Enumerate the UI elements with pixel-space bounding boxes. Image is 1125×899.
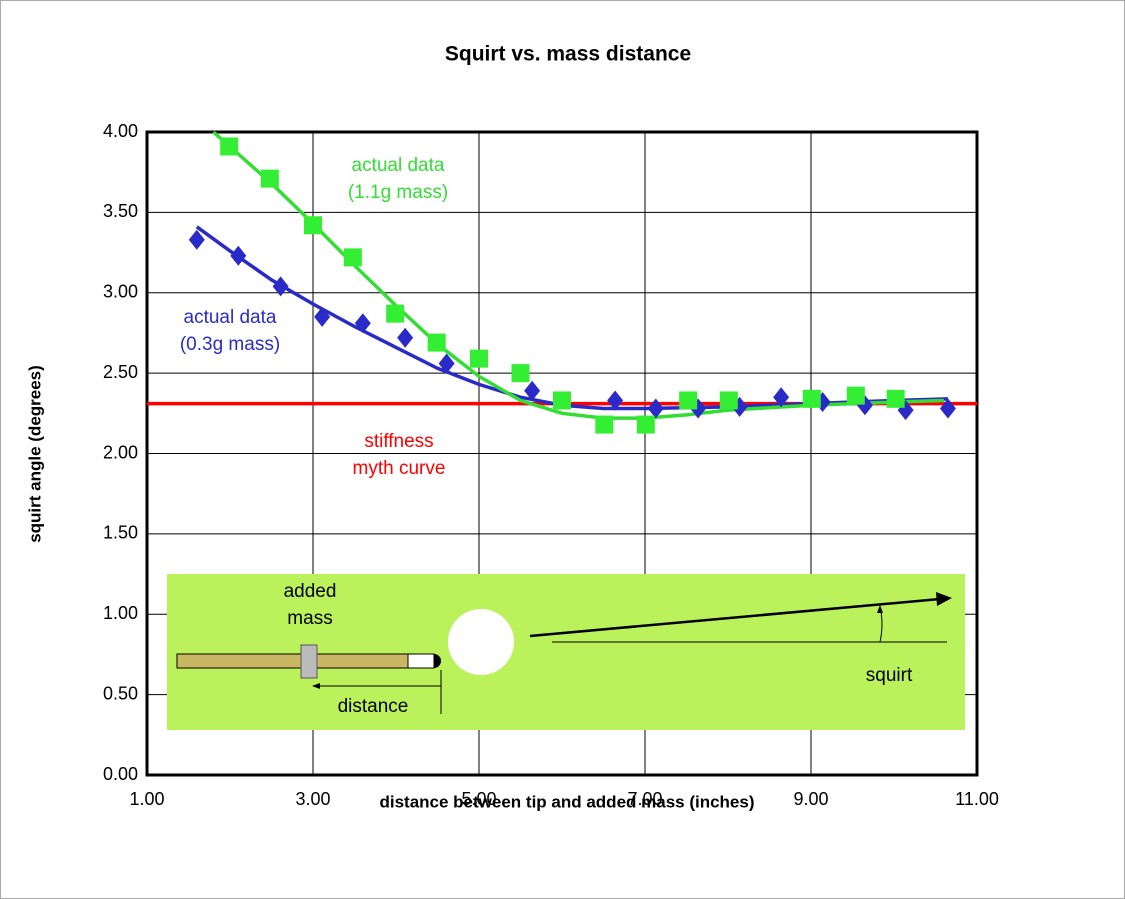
- angle-arrow: [877, 605, 883, 613]
- x-tick-label: 1.00: [129, 789, 164, 809]
- data-point: [553, 391, 571, 410]
- plot-border: [145, 130, 979, 777]
- inset-label: squirt: [866, 665, 913, 686]
- data-point: [260, 169, 279, 188]
- data-point: [304, 216, 322, 235]
- data-point: [386, 304, 405, 323]
- data-point: [846, 386, 865, 405]
- data-point: [802, 389, 821, 408]
- data-point: [679, 391, 698, 410]
- chart-title: Squirt vs. mass distance: [445, 43, 691, 66]
- data-point: [595, 415, 614, 434]
- data-point: [636, 415, 655, 434]
- data-point: [511, 364, 530, 383]
- cue-ball: [448, 609, 514, 675]
- data-point: [354, 313, 371, 334]
- cue-tip: [407, 653, 435, 669]
- y-tick-label: 3.50: [103, 201, 138, 221]
- data-point: [230, 245, 247, 266]
- annotation: actual data: [352, 155, 445, 176]
- y-tick-label: 2.50: [103, 362, 138, 382]
- data-point: [314, 306, 331, 327]
- data-point: [397, 327, 414, 348]
- data-point: [438, 353, 455, 374]
- annotation: actual data: [184, 307, 277, 328]
- y-tick-label: 0.00: [103, 764, 138, 784]
- data-point: [220, 137, 239, 156]
- arrow-head: [936, 592, 952, 606]
- data-point: [607, 390, 624, 411]
- x-tick-label: 7.00: [627, 789, 662, 809]
- inset-label: added: [284, 581, 337, 602]
- cue-end: [434, 654, 441, 668]
- x-tick-label: 9.00: [793, 789, 828, 809]
- x-tick-label: 3.00: [295, 789, 330, 809]
- data-point: [939, 398, 956, 419]
- ball-path: [529, 597, 941, 638]
- y-tick-label: 2.00: [103, 442, 138, 462]
- inset-diagram: added mass distance squirt: [167, 574, 965, 730]
- inset-label: distance: [338, 696, 409, 717]
- trend-line: [212, 130, 944, 420]
- inset-background: [167, 574, 965, 730]
- annotation: myth curve: [353, 458, 446, 479]
- y-tick-label: 3.00: [103, 282, 138, 302]
- y-axis-label: squirt angle (degrees): [25, 365, 44, 543]
- trend-line: [195, 225, 949, 411]
- data-point: [647, 398, 664, 419]
- y-tick-label: 4.00: [103, 121, 138, 141]
- y-tick-label: 1.50: [103, 523, 138, 543]
- data-point: [272, 276, 289, 297]
- data-point: [343, 248, 362, 267]
- inset-label: mass: [287, 608, 332, 629]
- annotation: stiffness: [364, 431, 433, 452]
- annotation: (1.1g mass): [348, 182, 448, 203]
- data-point: [719, 391, 738, 410]
- added-mass: [300, 644, 318, 679]
- y-tick-label: 0.50: [103, 683, 138, 703]
- data-point: [524, 380, 541, 401]
- annotation: (0.3g mass): [180, 334, 280, 355]
- data-point: [886, 389, 905, 408]
- x-tick-label: 5.00: [461, 789, 496, 809]
- data-point: [188, 229, 205, 250]
- data-point: [773, 387, 790, 408]
- distance-arrow: [312, 683, 320, 689]
- marks: [147, 130, 977, 434]
- y-tick-label: 1.00: [103, 603, 138, 623]
- data-point: [470, 349, 488, 368]
- data-point: [427, 333, 446, 352]
- cue-stick: [176, 653, 409, 669]
- x-axis-label: distance between tip and added mass (inc…: [379, 792, 754, 811]
- x-tick-label: 11.00: [955, 789, 999, 809]
